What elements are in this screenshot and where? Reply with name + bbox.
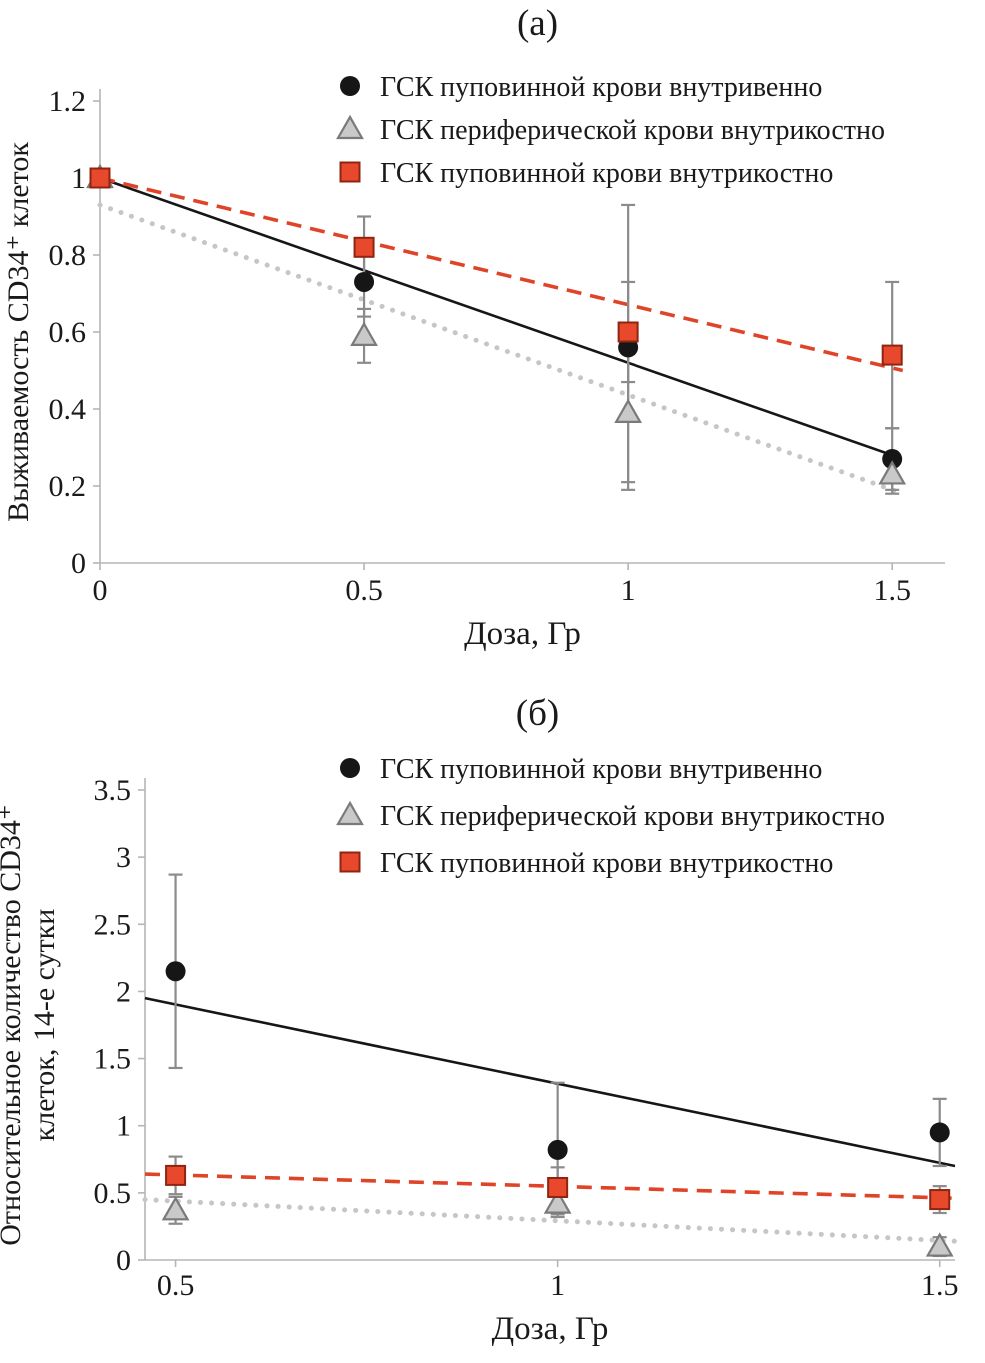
trend-line-solid — [144, 996, 956, 1168]
marker-square-icon — [881, 344, 903, 366]
x-tick-label: 1 — [550, 1269, 565, 1302]
marker-triangle-icon — [336, 800, 364, 826]
x-axis-title: Доза, Гр — [464, 616, 581, 652]
y-tick-label: 1 — [71, 162, 86, 195]
y-tick-label: 0.2 — [49, 470, 87, 503]
x-tick-label: 0 — [93, 574, 108, 607]
y-tick-label: 0.5 — [94, 1177, 132, 1210]
trend-line-dashed — [99, 176, 904, 373]
x-tick-label: 0.5 — [157, 1269, 195, 1302]
marker-triangle-icon — [614, 398, 643, 423]
legend-item-label: ГСК пуповинной крови внутрикостно — [380, 848, 833, 879]
marker-square-icon — [547, 1176, 569, 1198]
y-tick-label: 0.6 — [49, 316, 87, 349]
x-tick-label: 1.5 — [873, 574, 911, 607]
legend-item: ГСК пуповинной крови внутривенно — [340, 754, 822, 785]
marker-circle-icon — [340, 76, 360, 96]
y-tick-label: 0 — [71, 547, 86, 580]
legend-item-label: ГСК периферической крови внутрикостно — [380, 115, 885, 146]
legend-item: ГСК пуповинной крови внутрикостно — [339, 848, 833, 879]
trend-line-dotted — [97, 202, 906, 497]
panel-b: (б) 0.5 1 1.5 0 0.5 1 1.5 2 2.5 3 3.5 Доза, Гр Относ… — [0, 690, 985, 1356]
legend-item: ГСК пуповинной крови внутрикостно — [339, 158, 833, 189]
y-tick-label: 2 — [116, 975, 131, 1008]
trend-line-solid — [99, 176, 893, 457]
legend-item: ГСК пуповинной крови внутривенно — [340, 72, 822, 103]
trend-line-dotted — [142, 1197, 958, 1244]
y-axis-title: клеток, 14-е сутки — [28, 909, 61, 1142]
legend-item-label: ГСК периферической крови внутрикостно — [380, 801, 885, 832]
x-tick-label: 1.5 — [921, 1269, 959, 1302]
marker-triangle-icon — [878, 460, 907, 485]
panel-a: (а) 0 0.5 1 1.5 0 0.2 0.4 0.6 0.8 1 1.2 Доза, Гр Выж… — [0, 0, 985, 658]
panel-b-title: (б) — [515, 693, 560, 734]
marker-triangle-icon — [925, 1232, 954, 1257]
marker-square-icon — [353, 236, 375, 258]
y-tick-label: 0.4 — [49, 393, 87, 426]
marker-square-icon — [89, 167, 111, 189]
panel-a-title: (а) — [516, 3, 559, 44]
y-tick-label: 1 — [116, 1110, 131, 1143]
marker-triangle-icon — [350, 321, 378, 346]
chart-b-canvas: 0.5 1 1.5 0 0.5 1 1.5 2 2.5 3 3.5 Доза, Гр Относител… — [0, 754, 959, 1347]
y-tick-label: 3 — [116, 841, 131, 874]
marker-square-icon — [165, 1164, 187, 1186]
marker-square-icon — [617, 321, 639, 343]
trend-line-dashed — [144, 1172, 956, 1201]
legend-item-label: ГСК пуповинной крови внутривенно — [380, 754, 822, 785]
marker-circle-icon — [354, 271, 375, 292]
marker-triangle-icon — [543, 1189, 572, 1214]
y-axis-title: Выживаемость CD34⁺ клеток — [2, 142, 35, 522]
chart-a-canvas: 0 0.5 1 1.5 0 0.2 0.4 0.6 0.8 1 1.2 Доза, Гр Выживае… — [2, 72, 945, 652]
y-tick-label: 2.5 — [94, 908, 132, 941]
marker-triangle-icon — [161, 1196, 190, 1221]
legend-item: ГСК периферической крови внутрикостно — [336, 114, 885, 146]
marker-triangle-icon — [336, 114, 364, 140]
marker-circle-icon — [547, 1139, 568, 1160]
x-tick-label: 0.5 — [345, 574, 383, 607]
x-axis-title: Доза, Гр — [492, 1311, 609, 1347]
y-tick-label: 1.2 — [49, 85, 87, 118]
marker-circle-icon — [929, 1122, 950, 1143]
legend-item: ГСК периферической крови внутрикостно — [336, 800, 885, 832]
marker-circle-icon — [340, 758, 360, 778]
y-tick-label: 0.8 — [49, 239, 87, 272]
legend-item-label: ГСК пуповинной крови внутривенно — [380, 72, 822, 103]
marker-square-icon — [339, 161, 361, 183]
y-tick-label: 3.5 — [94, 774, 132, 807]
legend-item-label: ГСК пуповинной крови внутрикостно — [380, 158, 833, 189]
x-tick-label: 1 — [621, 574, 636, 607]
marker-square-icon — [929, 1189, 951, 1211]
y-tick-label: 0 — [116, 1244, 131, 1277]
marker-circle-icon — [882, 449, 903, 470]
marker-square-icon — [339, 851, 361, 873]
marker-circle-icon — [165, 961, 186, 982]
y-axis-title: Относительное количество CD34⁺ — [0, 804, 27, 1246]
y-tick-label: 1.5 — [94, 1043, 132, 1076]
